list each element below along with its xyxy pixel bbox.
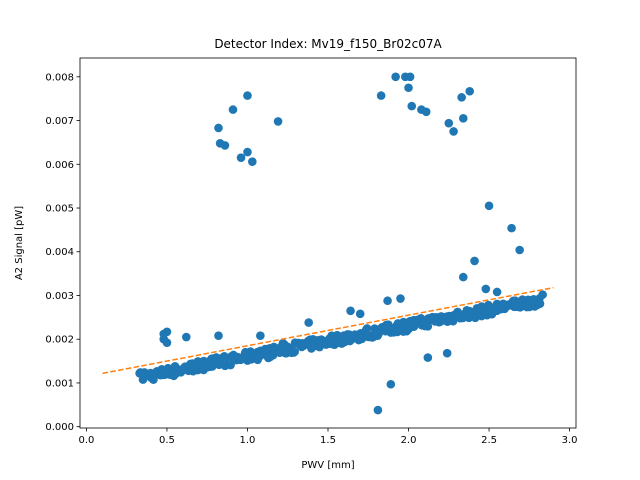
y-tick-label: 0.008	[45, 72, 74, 83]
data-point	[423, 322, 433, 331]
y-tick-label: 0.003	[45, 291, 74, 302]
data-point	[278, 338, 288, 348]
data-point	[243, 91, 252, 100]
data-point	[449, 127, 458, 136]
data-point	[507, 223, 516, 233]
data-point	[228, 105, 238, 114]
data-point	[149, 371, 159, 381]
data-point	[159, 329, 169, 339]
x-tick-label: 0.0	[78, 435, 94, 446]
x-tick-label: 1.5	[320, 435, 336, 446]
data-point	[355, 309, 365, 319]
x-axis-label: PWV [mm]	[301, 460, 354, 471]
data-point	[181, 332, 191, 342]
fit-line	[102, 286, 554, 375]
data-point	[405, 72, 415, 82]
data-point	[458, 114, 468, 123]
y-tick-label: 0.001	[45, 378, 74, 389]
y-tick-label: 0.005	[45, 204, 74, 215]
data-point	[178, 364, 188, 374]
data-point	[376, 91, 386, 100]
x-tick-label: 2.0	[401, 435, 417, 446]
data-point	[538, 290, 547, 299]
data-point	[214, 331, 223, 341]
data-point	[220, 141, 230, 150]
y-tick-label: 0.000	[45, 422, 74, 433]
data-point	[470, 256, 479, 266]
chart-title: Detector Index: Mv19_f150_Br02c07A	[214, 37, 442, 51]
x-tick-label: 3.0	[562, 435, 578, 446]
data-point	[346, 306, 355, 316]
data-point	[457, 93, 466, 102]
fit-layer	[102, 286, 554, 375]
data-point	[492, 287, 502, 297]
points-layer	[135, 72, 547, 415]
data-point	[465, 86, 475, 96]
y-tick-label: 0.002	[45, 335, 74, 346]
data-point	[484, 201, 494, 211]
y-axis-label: A2 Signal [pW]	[14, 206, 25, 280]
x-tick-label: 2.5	[481, 435, 497, 446]
data-point	[243, 147, 252, 157]
data-point	[481, 284, 491, 294]
data-point	[273, 117, 283, 126]
data-point	[421, 107, 431, 117]
data-point	[304, 318, 313, 327]
x-axis: 0.0 0.5 1.0 1.5 2.0 2.5 3.0	[78, 428, 578, 446]
data-point	[236, 153, 246, 163]
data-point	[256, 331, 265, 341]
data-point	[162, 338, 172, 348]
data-point	[396, 294, 405, 303]
data-point	[402, 324, 411, 334]
y-axis: 0.000 0.001 0.002 0.003 0.004 0.005 0.006 0.007…	[45, 72, 80, 433]
data-point	[386, 379, 396, 389]
data-point	[458, 272, 468, 282]
y-tick-label: 0.006	[45, 160, 74, 171]
data-point	[535, 299, 545, 308]
data-point	[423, 353, 433, 362]
data-point	[515, 245, 524, 255]
data-point	[248, 157, 257, 166]
x-tick-label: 1.0	[240, 435, 256, 446]
data-point	[290, 347, 300, 356]
data-point	[214, 123, 223, 133]
data-point	[444, 118, 454, 128]
y-tick-label: 0.004	[45, 247, 74, 258]
x-tick-label: 0.5	[159, 435, 175, 446]
data-point	[404, 83, 413, 93]
data-point	[373, 405, 383, 415]
y-tick-label: 0.007	[45, 116, 74, 127]
data-point	[407, 101, 417, 111]
data-point	[383, 296, 392, 306]
data-point	[372, 327, 381, 337]
data-point	[140, 368, 149, 377]
data-point	[236, 355, 245, 364]
data-point	[362, 324, 372, 333]
data-point	[391, 72, 400, 82]
data-point	[442, 348, 452, 358]
